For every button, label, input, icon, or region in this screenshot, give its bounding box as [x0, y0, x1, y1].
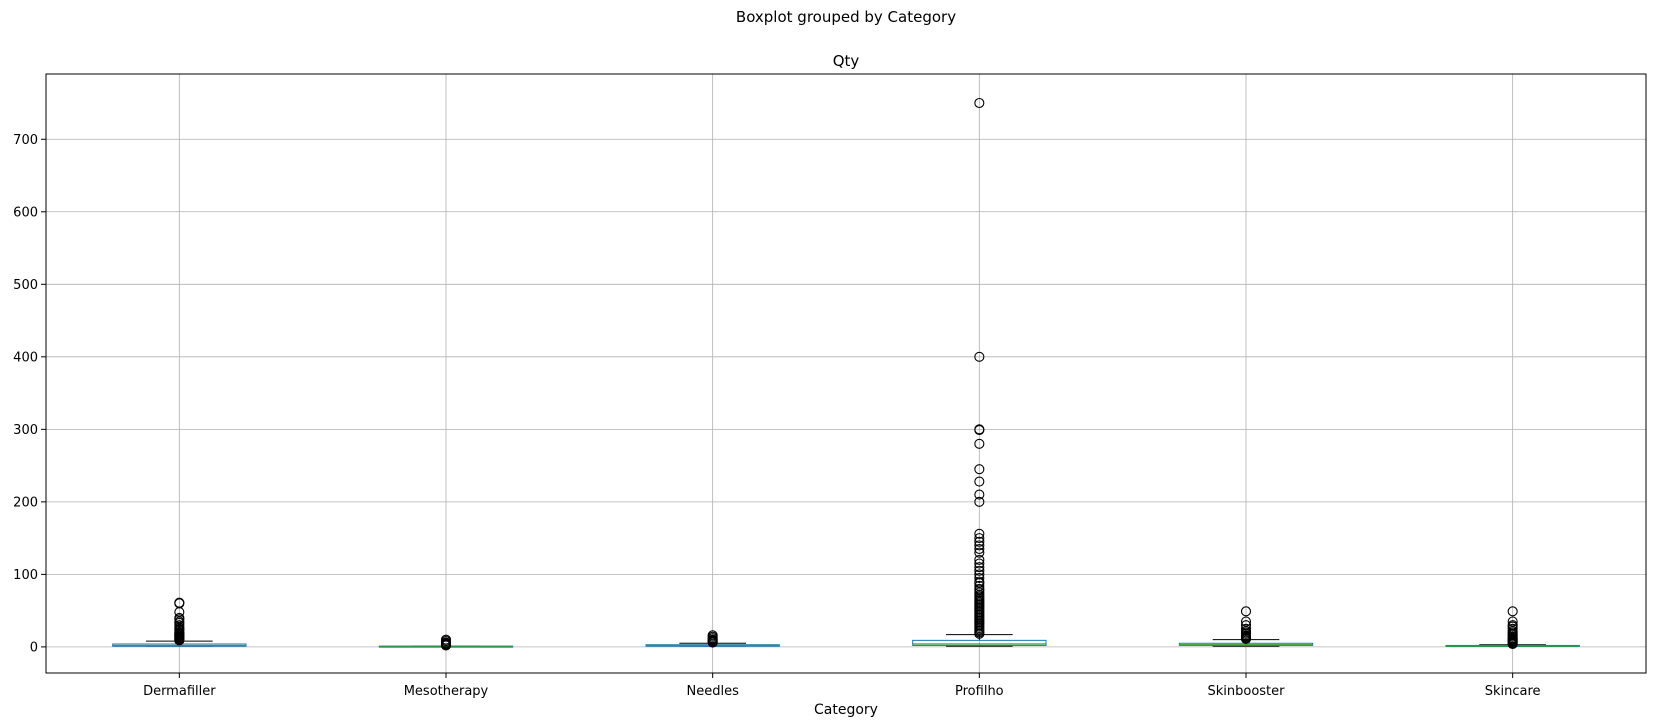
- outlier-point: [974, 97, 985, 109]
- x-tick-label: Profilho: [955, 684, 1004, 699]
- outlier-point: [1240, 606, 1252, 617]
- outlier-point: [974, 576, 985, 587]
- box-mesotherapy: [378, 634, 514, 651]
- x-axis: Dermafiller Mesotherapy Needles Profilho Ski…: [143, 673, 1541, 699]
- outlier-point: [974, 583, 985, 594]
- x-tick-label: Dermafiller: [143, 684, 216, 699]
- box-skincare: [1445, 606, 1580, 650]
- box-body: [912, 639, 1047, 646]
- outlier-point: [974, 476, 985, 487]
- outlier-point: [707, 630, 718, 641]
- outlier-point: [974, 569, 985, 580]
- outlier-point: [974, 565, 985, 576]
- outlier-point: [1507, 616, 1518, 627]
- chart-suptitle: Boxplot grouped by Category: [736, 8, 956, 26]
- outlier-point: [974, 438, 985, 449]
- x-tick-label: Mesotherapy: [404, 684, 489, 699]
- outlier-point: [974, 543, 985, 555]
- box-dermafiller: [112, 597, 247, 647]
- outlier-point: [974, 540, 985, 551]
- outlier-point: [174, 597, 185, 608]
- outlier-point: [974, 424, 985, 435]
- outlier-point: [974, 572, 985, 584]
- outlier-point: [1507, 620, 1518, 631]
- x-tick-label: Skinbooster: [1207, 684, 1285, 699]
- outlier-point: [974, 351, 985, 362]
- plot-frame: [45, 73, 1647, 674]
- outlier-point: [974, 496, 985, 507]
- x-axis-label: Category: [814, 702, 878, 718]
- chart-title: Qty: [833, 52, 860, 70]
- outlier-point: [440, 634, 452, 645]
- outlier-point: [974, 580, 985, 592]
- outlier-point: [974, 562, 985, 573]
- y-tick-label: 400: [13, 350, 38, 365]
- outlier-point: [974, 464, 985, 475]
- outlier-point: [974, 547, 985, 558]
- outlier-point: [974, 558, 985, 569]
- y-axis: 0 100 200 300 400 500 600 700: [13, 133, 46, 655]
- y-tick-label: 500: [13, 278, 38, 293]
- outlier-point: [974, 533, 985, 544]
- outlier-point: [974, 554, 985, 565]
- x-tick-label: Skincare: [1485, 684, 1541, 699]
- outlier-point: [1240, 616, 1252, 627]
- outlier-point: [1240, 620, 1252, 631]
- y-tick-label: 0: [30, 640, 38, 655]
- box-profilho: [912, 97, 1047, 647]
- box-group: [112, 97, 1580, 651]
- box-skinbooster: [1178, 606, 1314, 647]
- y-tick-label: 300: [13, 423, 38, 438]
- outlier-point: [1240, 623, 1252, 634]
- box-needles: [645, 630, 780, 648]
- y-tick-label: 200: [13, 495, 38, 510]
- outlier-point: [974, 528, 985, 539]
- outlier-point: [974, 489, 985, 500]
- y-tick-label: 600: [13, 205, 38, 220]
- y-tick-label: 700: [13, 133, 38, 148]
- y-tick-label: 100: [13, 568, 38, 583]
- outlier-point: [974, 536, 985, 547]
- grid-lines: [46, 74, 1646, 673]
- outlier-point: [174, 612, 185, 623]
- outlier-point: [1507, 606, 1518, 617]
- x-tick-label: Needles: [686, 684, 739, 699]
